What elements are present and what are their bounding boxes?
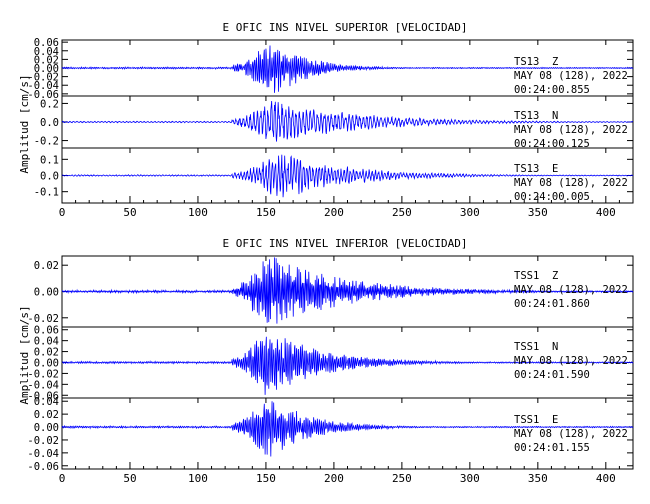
x-tick-label: 100 [188, 472, 208, 485]
lower-channel-n: 0.060.040.020.00-0.02-0.04-0.06 TSS1 N M… [27, 325, 634, 402]
upper-n-date: MAY 08 (128), 2022 [514, 124, 628, 136]
x-tick-label: 150 [256, 206, 276, 219]
x-tick-label: 250 [392, 206, 412, 219]
y-tick-label: 0.00 [34, 63, 59, 75]
x-tick-label: 0 [59, 206, 66, 219]
y-tick-label: -0.02 [27, 313, 59, 325]
lower-n-component: N [552, 341, 558, 353]
upper-e-time: 00:24:00.005 [514, 191, 590, 203]
lower-n-date: MAY 08 (128), 2022 [514, 355, 628, 367]
lower-channel-z: 0.020.00-0.02 TSS1 Z MAY 08 (128), 2022 … [27, 255, 634, 328]
y-tick-label: 0.04 [34, 46, 59, 58]
y-tick-label: 0.02 [34, 347, 59, 359]
y-tick-label: 0.0 [40, 117, 59, 129]
y-tick-label: -0.02 [27, 368, 59, 380]
lower-n-yticks: 0.060.040.020.00-0.02-0.04-0.06 [27, 325, 633, 402]
lower-ylabel: Amplitud [cm/s] [18, 305, 31, 404]
y-tick-label: 0.00 [34, 358, 59, 370]
x-tick-label: 50 [123, 206, 136, 219]
y-tick-label: 0.06 [34, 37, 59, 49]
lower-xticks: 0 50 100 150 200 250 300 350 400 [59, 256, 620, 485]
upper-e-trace [61, 154, 634, 198]
x-tick-label: 150 [256, 472, 276, 485]
y-tick-label: 0.00 [34, 422, 59, 434]
lower-e-time: 00:24:01.155 [514, 442, 590, 454]
upper-e-yticks: 0.1 0.0 -0.1 [34, 154, 633, 199]
upper-z-station: TS13 [514, 56, 539, 68]
y-tick-label: -0.02 [27, 435, 59, 447]
upper-e-station: TS13 [514, 163, 539, 175]
y-tick-label: -0.06 [27, 89, 59, 101]
lower-n-trace [61, 336, 634, 395]
y-tick-label: 0.04 [34, 396, 59, 408]
lower-channel-e: 0.040.020.00-0.02-0.04-0.06 TSS1 E MAY 0… [27, 396, 634, 473]
y-tick-label: 0.06 [34, 325, 59, 337]
lower-e-date: MAY 08 (128), 2022 [514, 428, 628, 440]
y-tick-label: -0.2 [34, 136, 59, 148]
y-tick-label: -0.06 [27, 390, 59, 402]
y-tick-label: 0.0 [40, 171, 59, 183]
x-tick-label: 250 [392, 472, 412, 485]
lower-z-station: TSS1 [514, 270, 539, 282]
upper-channel-e: 0.1 0.0 -0.1 TS13 E MAY 08 (128), 2022 00:… [34, 147, 634, 204]
x-tick-label: 300 [460, 206, 480, 219]
y-tick-label: -0.04 [27, 80, 59, 92]
upper-channel-z: 0.060.040.020.00-0.02-0.04-0.06 TS13 Z M… [27, 37, 634, 101]
x-tick-label: 300 [460, 472, 480, 485]
lower-title: E OFIC INS NIVEL INFERIOR [VELOCIDAD] [222, 237, 467, 250]
y-tick-label: 0.02 [34, 409, 59, 421]
y-tick-label: 0.02 [34, 260, 59, 272]
y-tick-label: 0.2 [40, 98, 59, 110]
upper-panel: E OFIC INS NIVEL SUPERIOR [VELOCIDAD] Am… [18, 21, 634, 219]
upper-z-trace [61, 45, 634, 93]
upper-ylabel: Amplitud [cm/s] [18, 74, 31, 173]
upper-z-date: MAY 08 (128), 2022 [514, 70, 628, 82]
upper-n-station: TS13 [514, 110, 539, 122]
upper-channel-n: 0.2 0.0 -0.2 TS13 N MAY 08 (128), 2022 00:… [34, 95, 634, 150]
lower-e-component: E [552, 414, 558, 426]
upper-z-yticks: 0.060.040.020.00-0.02-0.04-0.06 [27, 37, 633, 101]
y-tick-label: -0.06 [27, 461, 59, 473]
x-tick-label: 400 [596, 206, 616, 219]
y-tick-label: 0.04 [34, 336, 59, 348]
x-tick-label: 0 [59, 472, 66, 485]
upper-n-component: N [552, 110, 558, 122]
upper-z-component: Z [552, 56, 558, 68]
x-tick-label: 350 [528, 206, 548, 219]
upper-e-component: E [552, 163, 558, 175]
y-tick-label: -0.04 [27, 379, 59, 391]
x-tick-label: 400 [596, 472, 616, 485]
y-tick-label: -0.04 [27, 448, 59, 460]
lower-n-time: 00:24:01.590 [514, 369, 590, 381]
y-tick-label: 0.00 [34, 287, 59, 299]
upper-n-yticks: 0.2 0.0 -0.2 [34, 98, 633, 148]
upper-n-trace [61, 101, 634, 142]
y-tick-label: 0.02 [34, 54, 59, 66]
x-tick-label: 200 [324, 206, 344, 219]
upper-z-time: 00:24:00.855 [514, 84, 590, 96]
upper-title: E OFIC INS NIVEL SUPERIOR [VELOCIDAD] [222, 21, 467, 34]
lower-n-station: TSS1 [514, 341, 539, 353]
lower-panel: E OFIC INS NIVEL INFERIOR [VELOCIDAD] Am… [18, 237, 634, 485]
upper-e-date: MAY 08 (128), 2022 [514, 177, 628, 189]
lower-z-component: Z [552, 270, 558, 282]
x-tick-label: 350 [528, 472, 548, 485]
y-tick-label: -0.1 [34, 187, 59, 199]
lower-z-date: MAY 08 (128), 2022 [514, 284, 628, 296]
lower-z-time: 00:24:01.860 [514, 298, 590, 310]
lower-e-trace [61, 401, 634, 457]
lower-e-yticks: 0.040.020.00-0.02-0.04-0.06 [27, 396, 633, 473]
x-tick-label: 200 [324, 472, 344, 485]
upper-xticks: 0 50 100 150 200 250 300 350 400 [59, 40, 620, 219]
x-tick-label: 100 [188, 206, 208, 219]
lower-z-trace [61, 257, 634, 324]
y-tick-label: -0.02 [27, 72, 59, 84]
lower-e-station: TSS1 [514, 414, 539, 426]
upper-n-time: 00:24:00.125 [514, 138, 590, 150]
x-tick-label: 50 [123, 472, 136, 485]
y-tick-label: 0.1 [40, 154, 59, 166]
